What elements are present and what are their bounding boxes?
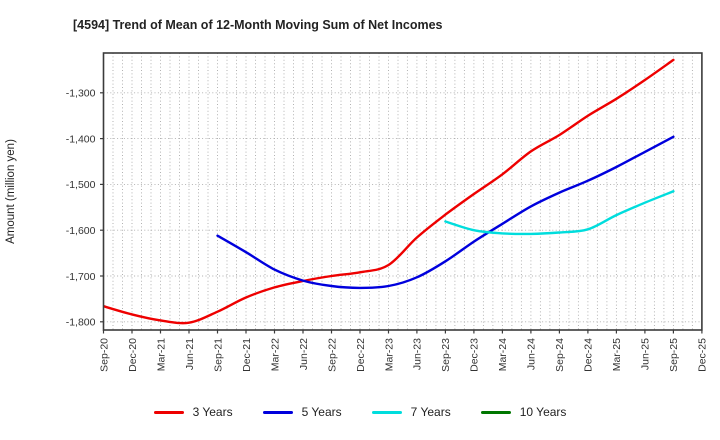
x-tick-label: Sep-24 xyxy=(554,338,566,372)
x-tick-label: Mar-23 xyxy=(383,338,395,371)
x-tick-label: Sep-22 xyxy=(326,338,338,372)
x-tick-label: Sep-21 xyxy=(212,338,224,372)
legend-item-3-years: 3 Years xyxy=(153,405,233,419)
x-tick-label: Jun-25 xyxy=(640,338,652,370)
y-tick-label: -1,600 xyxy=(66,225,96,237)
x-tick-label: Mar-24 xyxy=(497,338,509,371)
x-tick-label: Dec-25 xyxy=(697,338,709,372)
axis-ticks xyxy=(100,92,703,334)
y-axis-title: Amount (million yen) xyxy=(5,139,17,244)
legend-label: 7 Years xyxy=(410,405,451,419)
x-tick-label: Jun-23 xyxy=(412,338,424,370)
series-line-5-years xyxy=(216,135,675,290)
x-tick-label: Jun-21 xyxy=(184,338,196,370)
y-tick-label: -1,400 xyxy=(66,133,96,145)
y-tick-label: -1,700 xyxy=(66,271,96,283)
x-tick-label: Mar-21 xyxy=(155,338,167,371)
x-tick-label: Dec-23 xyxy=(469,338,481,372)
x-tick-label: Dec-22 xyxy=(355,338,367,372)
y-tick-label: -1,800 xyxy=(66,317,96,329)
x-tick-label: Dec-20 xyxy=(127,338,139,372)
x-tick-label: Dec-21 xyxy=(241,338,253,372)
series-line-7-years xyxy=(444,190,675,236)
chart-title: [4594] Trend of Mean of 12-Month Moving … xyxy=(73,18,443,32)
legend-label: 5 Years xyxy=(301,405,342,419)
y-tick-label: -1,500 xyxy=(66,179,96,191)
series-line-3-years xyxy=(103,58,675,325)
chart-legend: 3 Years 5 Years 7 Years 10 Years xyxy=(0,406,720,418)
x-tick-label: Dec-24 xyxy=(583,338,595,372)
x-tick-label: Jun-24 xyxy=(526,338,538,370)
series-lines xyxy=(103,58,675,325)
x-tick-label: Sep-20 xyxy=(98,338,110,372)
legend-line-swatch-3-years xyxy=(153,410,184,414)
legend-item-5-years: 5 Years xyxy=(262,405,342,419)
x-tick-label: Mar-22 xyxy=(269,338,281,371)
gridlines xyxy=(103,53,702,330)
x-tick-label: Sep-23 xyxy=(440,338,452,372)
legend-label: 3 Years xyxy=(192,405,233,419)
legend-label: 10 Years xyxy=(519,405,567,419)
legend-item-7-years: 7 Years xyxy=(371,405,451,419)
legend-line-swatch-7-years xyxy=(371,410,402,414)
x-tick-label: Sep-25 xyxy=(668,338,680,372)
legend-line-swatch-10-years xyxy=(480,410,511,414)
legend-item-10-years: 10 Years xyxy=(480,405,567,419)
x-tick-label: Jun-22 xyxy=(298,338,310,370)
x-tick-label: Mar-25 xyxy=(611,338,623,371)
plot-border xyxy=(102,52,703,331)
legend-line-swatch-5-years xyxy=(262,410,293,414)
y-tick-label: -1,300 xyxy=(66,88,96,100)
